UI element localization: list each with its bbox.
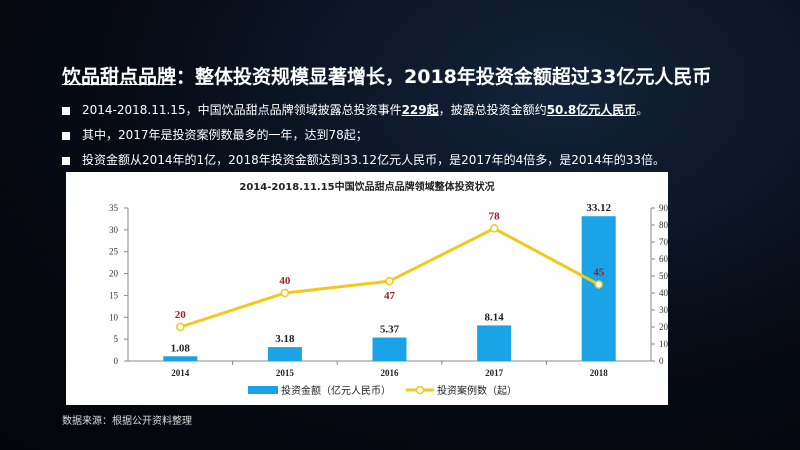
bullet-text: 其中，2017年是投资案例数最多的一年，达到78起； <box>82 128 368 142</box>
right-tick-label: 60 <box>659 254 668 264</box>
legend-line-label: 投资案例数（起） <box>437 384 517 397</box>
left-tick-label: 20 <box>109 269 119 279</box>
x-tick-label: 2016 <box>381 368 400 378</box>
x-tick-label: 2017 <box>485 368 504 378</box>
right-tick-label: 0 <box>659 356 664 366</box>
line-label: 47 <box>384 290 396 302</box>
chart-title: 2014-2018.11.15中国饮品甜点品牌领域整体投资状况 <box>239 180 494 193</box>
line-point-2014 <box>176 322 185 332</box>
right-tick-label: 20 <box>659 322 668 332</box>
line-point-2018 <box>594 280 603 289</box>
bullet-square-icon <box>62 156 70 165</box>
right-tick-label: 50 <box>659 271 668 281</box>
legend-bar-swatch <box>248 386 278 394</box>
bar-2016 <box>372 337 407 361</box>
bar-2015 <box>267 347 302 361</box>
line-label: 78 <box>489 210 501 222</box>
bar-label: 3.18 <box>275 333 295 345</box>
line-label: 45 <box>593 267 605 279</box>
bullet-list: 2014-2018.11.15，中国饮品甜点品牌领域披露总投资事件 229起 ，披露… <box>62 98 665 173</box>
left-tick-label: 25 <box>109 247 119 257</box>
combo-chart: 2014-2018.11.15中国饮品甜点品牌领域整体投资状况 0 5 10 15 20… <box>109 180 669 397</box>
bar-label: 5.37 <box>380 324 400 336</box>
left-tick-label: 5 <box>114 334 119 344</box>
bullet-highlight: 50.8亿元人民币 <box>546 103 637 117</box>
bar-label: 1.08 <box>171 342 191 354</box>
bullet-text: 投资金额从2014年的1亿，2018年投资金额达到33.12亿元人民币，是201… <box>82 153 666 167</box>
bar-2017 <box>477 325 512 361</box>
right-tick-label: 40 <box>659 288 668 298</box>
title-rest: ：整体投资规模显著增长，2018年投资金额超过33亿元人民币 <box>176 66 712 88</box>
bullet-item: 投资金额从2014年的1亿，2018年投资金额达到33.12亿元人民币，是201… <box>62 148 665 173</box>
data-source: 数据来源：根据公开资料整理 <box>62 416 192 427</box>
line-point-2017 <box>489 224 499 233</box>
bullet-text: ，披露总投资金额约 <box>438 103 547 117</box>
line-label: 40 <box>279 275 291 287</box>
legend-bar-label: 投资金额（亿元人民币） <box>281 384 391 397</box>
bullet-highlight: 229起 <box>401 103 439 117</box>
bullet-square-icon <box>62 106 70 115</box>
bullet-text: 2014-2018.11.15，中国饮品甜点品牌领域披露总投资事件 <box>82 103 402 117</box>
right-tick-label: 30 <box>659 305 668 315</box>
left-tick-label: 0 <box>114 356 119 366</box>
left-tick-label: 15 <box>109 290 119 300</box>
bullet-item: 2014-2018.11.15，中国饮品甜点品牌领域披露总投资事件 229起 ，披露… <box>62 98 665 123</box>
legend-line-marker <box>415 385 425 395</box>
chart-container: 2014-2018.11.15中国饮品甜点品牌领域整体投资状况 0 5 10 15 20… <box>66 172 669 405</box>
line-point-2015 <box>280 288 290 298</box>
bullet-text: 。 <box>636 103 649 117</box>
left-tick-label: 10 <box>109 312 119 322</box>
page-title: 饮品甜点品牌：整体投资规模显著增长，2018年投资金额超过33亿元人民币 <box>62 62 711 89</box>
left-tick-label: 35 <box>109 203 119 213</box>
x-tick-label: 2018 <box>590 368 609 378</box>
line-label: 20 <box>175 309 187 321</box>
line-point-2016 <box>385 276 394 286</box>
right-tick-label: 80 <box>659 220 668 230</box>
title-brand: 饮品甜点品牌 <box>62 66 177 88</box>
bar-label: 33.12 <box>586 202 611 214</box>
x-tick-label: 2014 <box>171 368 190 378</box>
bullet-item: 其中，2017年是投资案例数最多的一年，达到78起； <box>62 123 665 148</box>
x-tick-label: 2015 <box>276 368 295 378</box>
bullet-square-icon <box>62 131 70 140</box>
right-tick-label: 70 <box>659 237 668 247</box>
right-tick-label: 10 <box>659 339 668 349</box>
left-tick-label: 30 <box>109 225 119 235</box>
bar-label: 8.14 <box>484 311 504 323</box>
right-tick-label: 90 <box>659 203 668 213</box>
bar-2014 <box>163 356 198 361</box>
